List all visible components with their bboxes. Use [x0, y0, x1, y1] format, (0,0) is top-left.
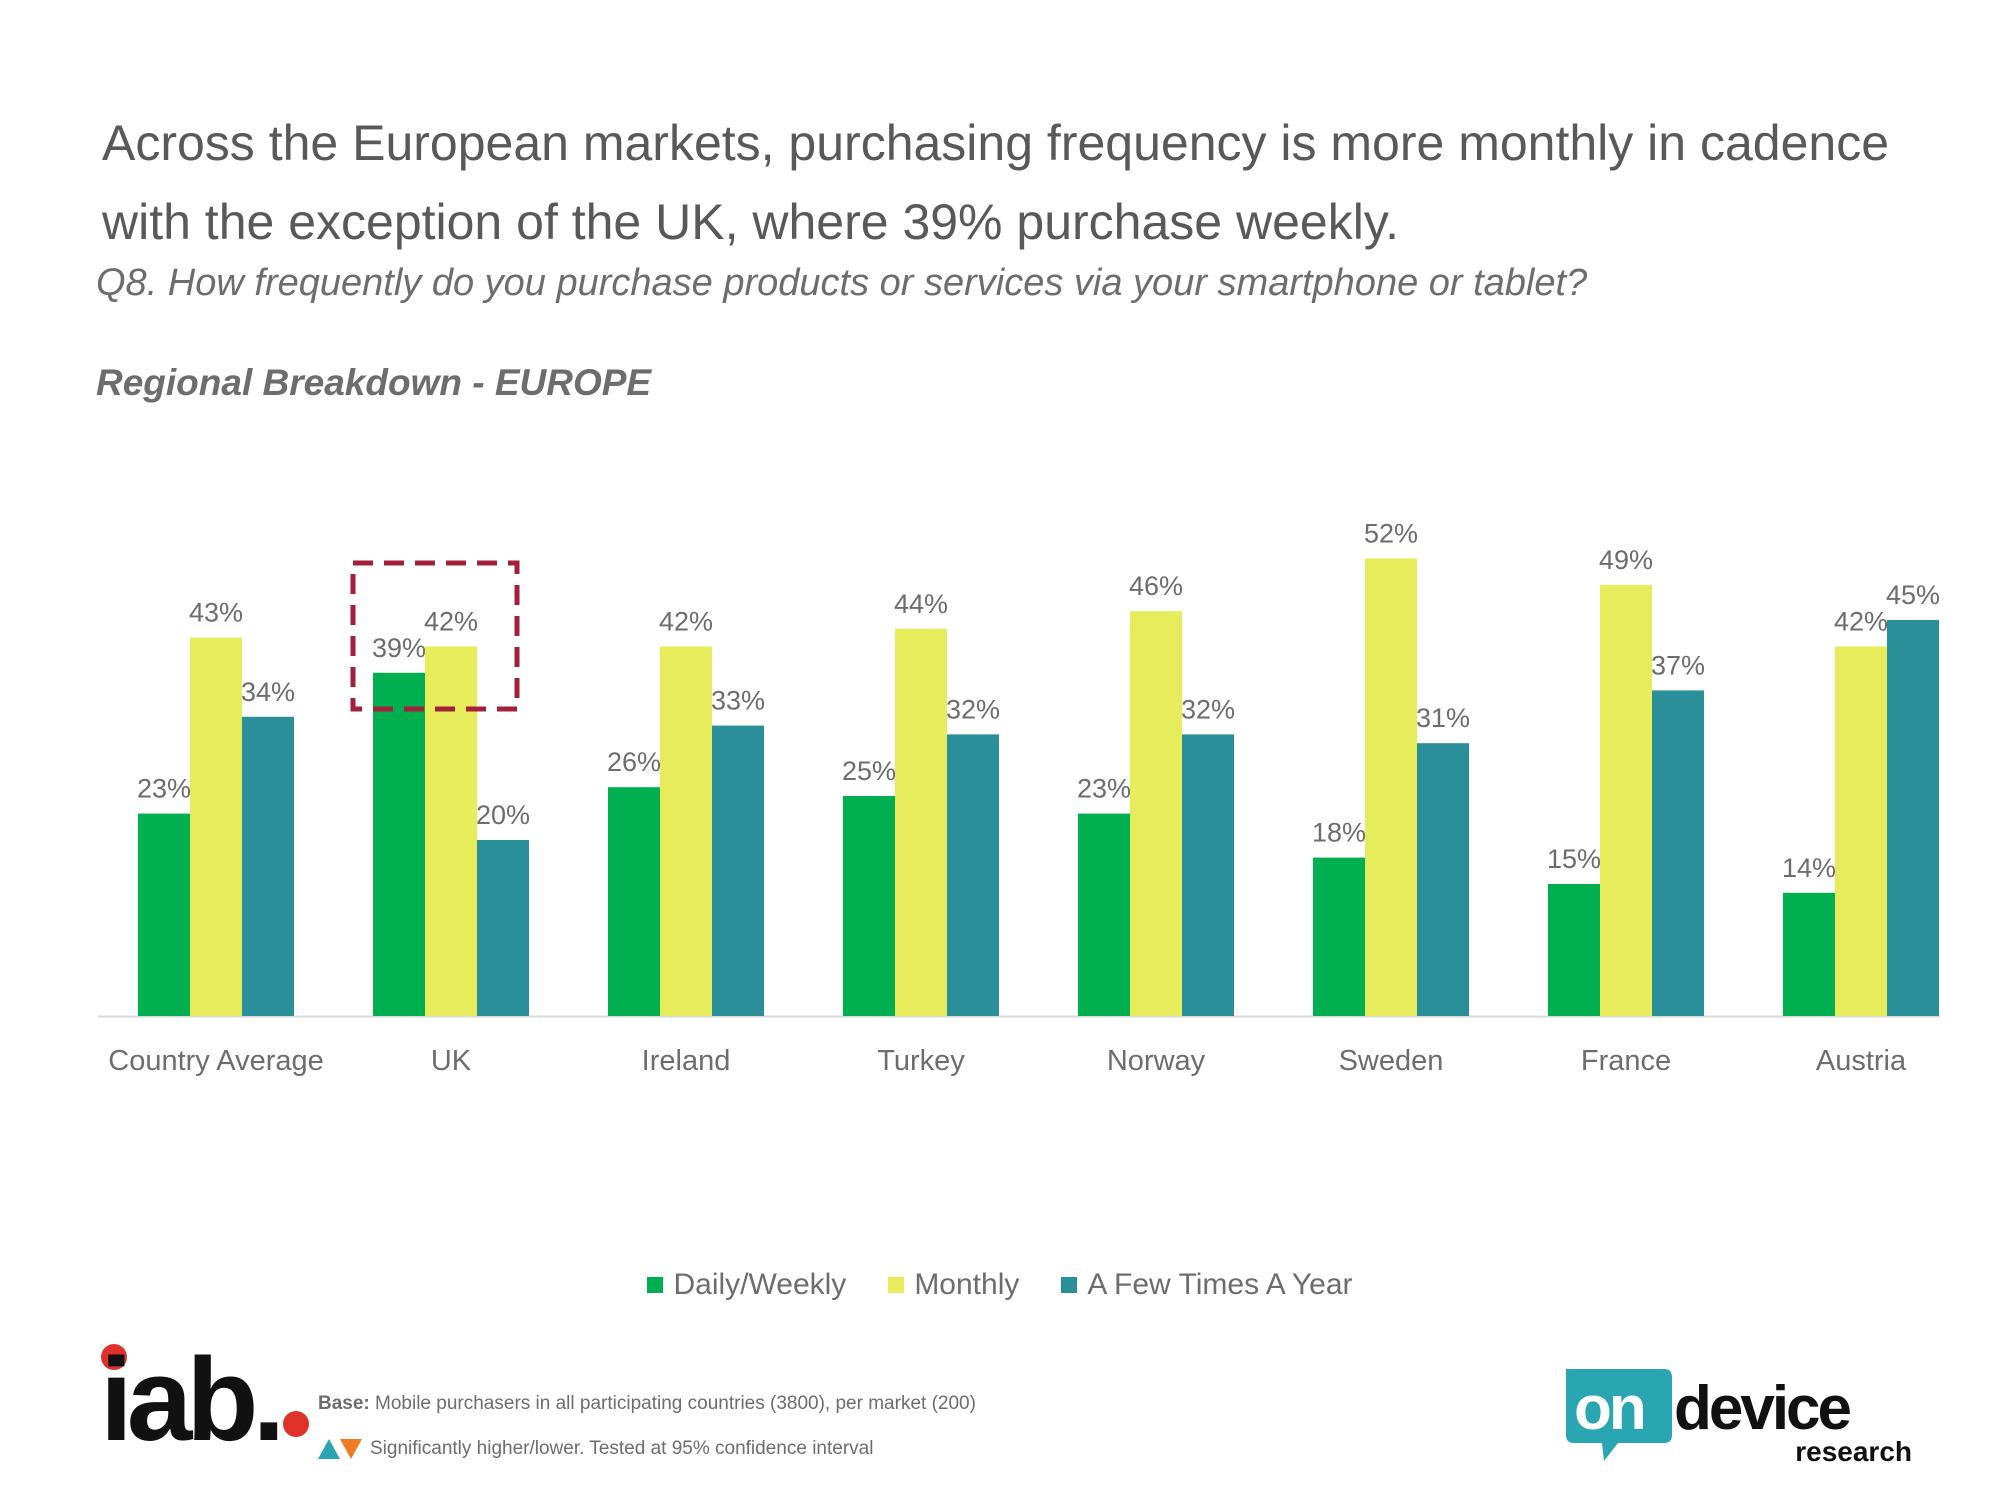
- data-label-austria-daily: 14%: [1782, 853, 1836, 883]
- legend-label-few: A Few Times A Year: [1087, 1268, 1353, 1301]
- bar-austria-daily: [1783, 892, 1835, 1016]
- data-label-austria-few: 45%: [1886, 580, 1940, 610]
- x-tick-label-country-average: Country Average: [108, 1045, 324, 1077]
- bar-country-average-daily: [138, 813, 190, 1016]
- x-tick-label-ireland: Ireland: [642, 1045, 731, 1077]
- iab-logo-text: iab.: [100, 1340, 279, 1450]
- footnote-base: Base: Mobile purchasers in all participa…: [318, 1393, 976, 1415]
- data-label-norway-monthly: 46%: [1129, 571, 1183, 601]
- bar-norway-few: [1182, 734, 1234, 1016]
- bar-france-few: [1652, 690, 1704, 1016]
- bar-country-average-monthly: [190, 637, 242, 1016]
- ondevice-logo-device: device: [1674, 1374, 1851, 1443]
- legend-swatch-daily: [647, 1277, 664, 1293]
- bar-sweden-daily: [1313, 857, 1365, 1016]
- x-tick-label-norway: Norway: [1107, 1045, 1206, 1077]
- data-label-turkey-daily: 25%: [842, 756, 896, 786]
- headline: Across the European markets, purchasing …: [102, 115, 1890, 250]
- ondevice-logo-on: on: [1574, 1374, 1644, 1443]
- bar-turkey-daily: [843, 796, 895, 1016]
- bar-sweden-monthly: [1365, 558, 1417, 1016]
- bar-ireland-daily: [608, 787, 660, 1016]
- bar-norway-monthly: [1130, 611, 1182, 1016]
- triangle-down-icon: [340, 1439, 362, 1459]
- legend-swatch-few: [1061, 1277, 1078, 1293]
- data-label-austria-monthly: 42%: [1834, 606, 1888, 636]
- data-label-norway-daily: 23%: [1077, 774, 1131, 804]
- data-label-ireland-monthly: 42%: [659, 606, 713, 636]
- iab-logo-dot-top: [101, 1344, 127, 1370]
- data-label-france-daily: 15%: [1547, 844, 1601, 874]
- bar-france-monthly: [1600, 584, 1652, 1016]
- footnote-significance: Significantly higher/lower. Tested at 95…: [318, 1438, 873, 1460]
- chart-legend: Daily/Weekly Monthly A Few Times A Year: [0, 1268, 2000, 1302]
- footnote-base-text: Mobile purchasers in all participating c…: [375, 1393, 976, 1414]
- data-label-uk-monthly: 42%: [424, 606, 478, 636]
- iab-logo: iab.: [100, 1340, 309, 1450]
- bar-austria-monthly: [1835, 646, 1887, 1016]
- data-label-sweden-monthly: 52%: [1364, 518, 1418, 548]
- data-label-france-few: 37%: [1651, 650, 1705, 680]
- x-tick-label-turkey: Turkey: [877, 1045, 965, 1077]
- bar-austria-few: [1887, 620, 1939, 1016]
- data-label-france-monthly: 49%: [1599, 545, 1653, 575]
- legend-label-monthly: Monthly: [914, 1268, 1020, 1301]
- chart-subtitle: Regional Breakdown - EUROPE: [96, 362, 652, 403]
- data-label-country-average-daily: 23%: [137, 774, 191, 804]
- bar-ireland-few: [712, 725, 764, 1016]
- legend-item-few: A Few Times A Year: [1061, 1268, 1353, 1302]
- data-label-turkey-few: 32%: [946, 694, 1000, 724]
- highlight-box-uk: [350, 560, 520, 712]
- data-label-country-average-few: 34%: [241, 677, 295, 707]
- bar-ireland-monthly: [660, 646, 712, 1016]
- x-tick-label-sweden: Sweden: [1339, 1045, 1444, 1077]
- x-tick-label-france: France: [1581, 1045, 1671, 1077]
- legend-item-monthly: Monthly: [888, 1268, 1019, 1302]
- bar-chart: 23%43%34%Country Average39%42%20%UK26%42…: [98, 518, 1940, 1077]
- bar-uk-daily: [373, 672, 425, 1016]
- bar-turkey-few: [947, 734, 999, 1016]
- legend-label-daily: Daily/Weekly: [673, 1268, 847, 1301]
- ondevice-logo-bubble: [1566, 1369, 1672, 1461]
- data-label-norway-few: 32%: [1181, 694, 1235, 724]
- bar-norway-daily: [1078, 813, 1130, 1016]
- question-text: Q8. How frequently do you purchase produ…: [96, 262, 1588, 304]
- data-label-sweden-few: 31%: [1416, 703, 1470, 733]
- x-tick-label-austria: Austria: [1816, 1045, 1907, 1077]
- data-label-ireland-daily: 26%: [607, 747, 661, 777]
- bar-uk-few: [477, 840, 529, 1016]
- footnote-significance-text: Significantly higher/lower. Tested at 95…: [370, 1438, 874, 1459]
- legend-item-daily: Daily/Weekly: [647, 1268, 846, 1302]
- iab-logo-dot-bottom: [283, 1411, 309, 1437]
- data-label-uk-daily: 39%: [372, 633, 426, 663]
- bar-turkey-monthly: [895, 628, 947, 1016]
- ondevice-logo: on device research: [1566, 1369, 1912, 1467]
- data-label-sweden-daily: 18%: [1312, 818, 1366, 848]
- ondevice-logo-research: research: [1795, 1436, 1912, 1467]
- data-label-uk-few: 20%: [476, 800, 530, 830]
- data-label-country-average-monthly: 43%: [189, 598, 243, 628]
- bar-uk-monthly: [425, 646, 477, 1016]
- bar-sweden-few: [1417, 743, 1469, 1016]
- bar-france-daily: [1548, 884, 1600, 1016]
- legend-swatch-monthly: [888, 1277, 905, 1293]
- data-label-ireland-few: 33%: [711, 686, 765, 716]
- data-label-turkey-monthly: 44%: [894, 589, 948, 619]
- bar-country-average-few: [242, 716, 294, 1016]
- x-tick-label-uk: UK: [431, 1045, 472, 1077]
- triangle-up-icon: [318, 1439, 340, 1459]
- footnote-base-label: Base:: [318, 1393, 370, 1414]
